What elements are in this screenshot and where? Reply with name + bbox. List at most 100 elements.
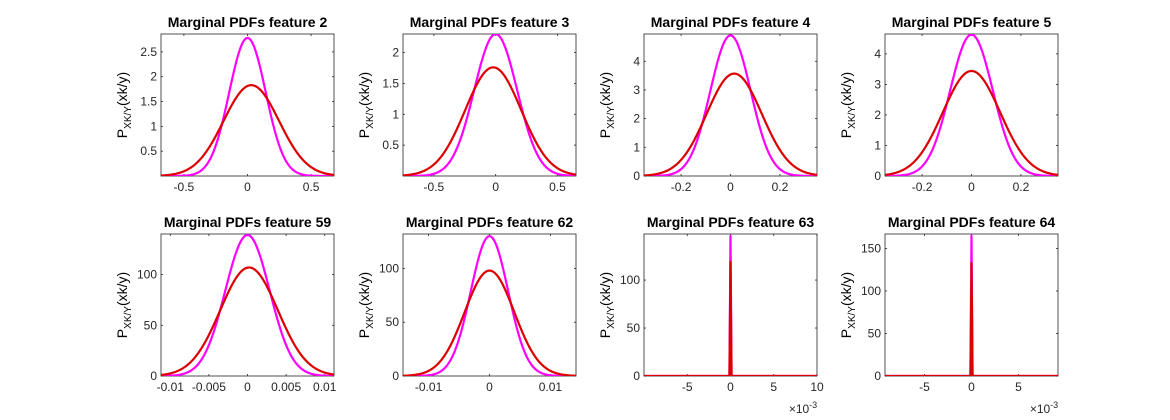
x-tick-label: 0 <box>486 380 493 394</box>
x-tick-label: -0.01 <box>157 380 185 394</box>
x-tick-label: 0 <box>244 380 251 394</box>
x-tick-label: 0.2 <box>1013 180 1030 194</box>
plot-area <box>402 33 577 177</box>
y-tick-label: 0.5 <box>382 138 399 152</box>
series-line-1 <box>403 66 576 176</box>
series-line-0 <box>885 34 1058 176</box>
y-tick-label: 150 <box>861 241 881 255</box>
plot-area <box>884 33 1059 177</box>
y-tick-label: 100 <box>379 261 399 275</box>
x-tick-label: -0.5 <box>174 180 195 194</box>
y-tick-label: 2 <box>392 46 399 60</box>
series-line-1 <box>644 72 817 176</box>
y-tick-label: 0 <box>392 369 399 383</box>
x-tick-label: 0 <box>492 180 499 194</box>
y-tick-label: 2.5 <box>140 45 157 59</box>
series-line-1 <box>885 261 1058 376</box>
y-tick-label: 50 <box>627 321 641 335</box>
chart-panel-3: Marginal PDFs feature 5 -0.2 0 0.2 0 1 2 3 4 PXK/… <box>838 14 1059 194</box>
y-axis-label: PXK/Y(xk/y) <box>838 272 858 338</box>
plot-area <box>160 33 335 177</box>
chart-title: Marginal PDFs feature 3 <box>410 14 570 30</box>
y-tick-label: 0.5 <box>140 144 157 158</box>
x-tick-label: -0.5 <box>424 180 445 194</box>
y-axis-label: PXK/Y(xk/y) <box>838 72 858 138</box>
x-tick-label: 0.005 <box>271 380 301 394</box>
chart-panel-5: Marginal PDFs feature 62 -0.01 0 0.01 0 50 100… <box>356 214 577 394</box>
series-line-0 <box>644 34 817 176</box>
y-tick-label: 100 <box>137 268 157 282</box>
y-tick-label: 3 <box>633 83 640 97</box>
x-tick-label: -5 <box>919 380 930 394</box>
series-line-0 <box>161 36 334 176</box>
series-line-1 <box>885 69 1058 176</box>
chart-title: Marginal PDFs feature 2 <box>168 14 328 30</box>
chart-title: Marginal PDFs feature 4 <box>651 14 811 30</box>
x-tick-label: 10 <box>810 380 824 394</box>
x-tick-label: 5 <box>770 380 777 394</box>
chart-title: Marginal PDFs feature 64 <box>888 214 1055 230</box>
y-tick-label: 1.5 <box>140 95 157 109</box>
x-tick-label: -0.005 <box>192 380 226 394</box>
chart-title: Marginal PDFs feature 62 <box>406 214 573 230</box>
x-tick-label: 0.01 <box>313 380 337 394</box>
chart-panel-6: Marginal PDFs feature 63-5 0 5 10050100PXK/… <box>597 214 824 416</box>
x-tick-label: 0.01 <box>539 380 563 394</box>
y-tick-label: 0 <box>150 369 157 383</box>
y-axis-label: PXK/Y(xk/y) <box>597 272 617 338</box>
y-tick-label: 1 <box>633 140 640 154</box>
y-tick-label: 4 <box>633 54 640 68</box>
x-tick-label: 0 <box>727 380 734 394</box>
y-tick-label: 100 <box>861 284 881 298</box>
y-tick-label: 0 <box>633 369 640 383</box>
y-axis-label: PXK/Y(xk/y) <box>114 272 134 338</box>
x-tick-label: 0.5 <box>549 180 566 194</box>
x-tick-label: 0 <box>968 380 975 394</box>
y-tick-label: 1 <box>392 107 399 121</box>
y-tick-label: 1.5 <box>382 76 399 90</box>
x-tick-label: 0.2 <box>772 180 789 194</box>
series-line-0 <box>161 234 334 376</box>
y-tick-label: 2 <box>633 112 640 126</box>
x-axis-multiplier: ×10-3 <box>789 400 817 416</box>
plot-area <box>402 233 577 377</box>
x-axis-multiplier: ×10-3 <box>1030 400 1058 416</box>
plot-area <box>643 33 818 177</box>
y-axis-label: PXK/Y(xk/y) <box>356 72 376 138</box>
series-line-0 <box>403 34 576 176</box>
y-tick-label: 0 <box>874 169 881 183</box>
y-tick-label: 4 <box>874 47 881 61</box>
y-tick-label: 50 <box>386 315 400 329</box>
series-line-0 <box>885 234 1058 376</box>
x-tick-label: 0 <box>244 180 251 194</box>
y-tick-label: 2 <box>150 70 157 84</box>
y-tick-label: 50 <box>868 326 882 340</box>
y-tick-label: 1 <box>874 138 881 152</box>
chart-panel-1: Marginal PDFs feature 3 -0.5 0 0.5 0.5 1 1.5 2 P… <box>356 14 577 194</box>
series-line-0 <box>644 234 817 376</box>
chart-title: Marginal PDFs feature 5 <box>892 14 1052 30</box>
x-tick-label: -0.2 <box>671 180 692 194</box>
y-axis-label: PXK/Y(xk/y) <box>597 72 617 138</box>
series-line-1 <box>161 266 334 376</box>
x-tick-label: 0.5 <box>303 180 320 194</box>
y-tick-label: 0 <box>874 369 881 383</box>
plot-area <box>160 233 335 377</box>
series-line-0 <box>403 235 576 376</box>
x-tick-label: -0.2 <box>912 180 933 194</box>
x-tick-label: 0 <box>727 180 734 194</box>
chart-panel-4: Marginal PDFs feature 59 -0.01 -0.005 0 0.00… <box>114 214 337 394</box>
y-tick-label: 50 <box>144 318 158 332</box>
y-tick-label: 2 <box>874 108 881 122</box>
chart-panel-7: Marginal PDFs feature 64-5 0 5050100150PXK… <box>838 214 1059 416</box>
series-line-1 <box>161 84 334 176</box>
x-tick-label: 0 <box>968 180 975 194</box>
series-line-1 <box>644 260 817 376</box>
chart-panel-2: Marginal PDFs feature 4 -0.2 0 0.2 0 1 2 3 4 PXK/… <box>597 14 818 194</box>
series-line-1 <box>403 269 576 376</box>
y-tick-label: 0 <box>633 169 640 183</box>
chart-title: Marginal PDFs feature 63 <box>647 214 814 230</box>
chart-panel-0: Marginal PDFs feature 2 -0.5 0 0.5 0.5 1 1.5 2 2… <box>114 14 335 194</box>
x-tick-label: -0.01 <box>415 380 443 394</box>
